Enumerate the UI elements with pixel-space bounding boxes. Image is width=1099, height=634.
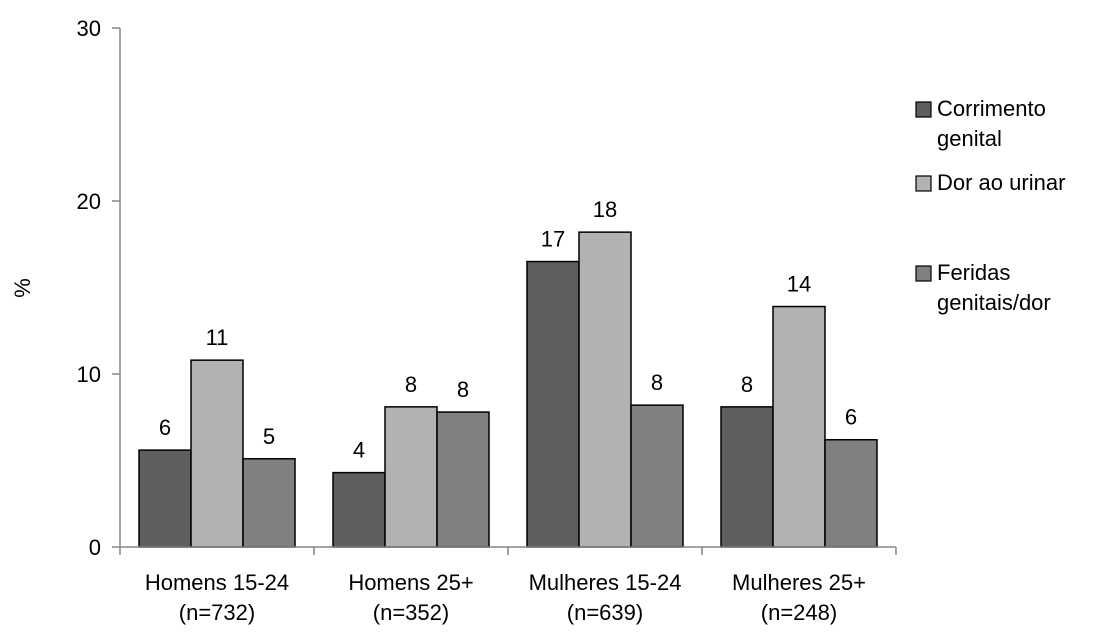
legend: Corrimento genital Dor ao urinar Feridas gen… [915, 96, 1065, 315]
y-tick-label-0: 0 [89, 535, 101, 560]
x-category-label-1-line-1: Homens 15-24 [145, 570, 289, 595]
bar-s3-c4 [824, 438, 878, 548]
legend-label-1-line-1: Corrimento [937, 96, 1046, 121]
data-label-s3-c4: 6 [845, 405, 857, 430]
legend-swatch-1 [915, 101, 932, 118]
bar-s2-c3 [578, 231, 632, 548]
data-label-s3-c2: 8 [457, 377, 469, 402]
data-label-s1-c4: 8 [741, 372, 753, 397]
bar-s3-c2 [436, 411, 490, 548]
data-label-s1-c1: 6 [159, 415, 171, 440]
bar-s3-c1 [242, 458, 296, 548]
data-label-s3-c3: 8 [651, 370, 663, 395]
legend-swatch-3 [915, 265, 932, 282]
x-category-label-4-line-2: (n=248) [761, 600, 837, 625]
x-category-label-3-line-1: Mulheres 15-24 [529, 570, 682, 595]
x-category-label-4-line-1: Mulheres 25+ [732, 570, 866, 595]
legend-label-3-line-1: Feridas [937, 260, 1010, 285]
bar-s2-c4 [772, 305, 826, 548]
x-category-label-3-line-2: (n=639) [567, 600, 643, 625]
y-axis-title: % [10, 278, 35, 298]
legend-label-3: Feridas genitais/dor [937, 260, 1051, 315]
x-category-label-1-line-2: (n=732) [179, 600, 255, 625]
axes: 0 10 20 30% Homens 15-24 (n=732) Homens 25+ (n=… [10, 16, 897, 625]
x-category-label-2-line-2: (n=352) [373, 600, 449, 625]
bar-s3-c3 [630, 404, 684, 548]
legend-label-1: Corrimento genital [937, 96, 1046, 151]
bar-s1-c2 [332, 471, 386, 548]
legend-label-2-line-1: Dor ao urinar [937, 170, 1065, 195]
legend-label-3-line-2: genitais/dor [937, 290, 1051, 315]
data-label-s2-c4: 14 [787, 272, 811, 297]
bar-s1-c1 [138, 449, 192, 548]
y-tick-label-30: 30 [77, 16, 101, 41]
legend-swatch-2 [915, 175, 932, 192]
legend-label-2: Dor ao urinar [937, 170, 1065, 195]
x-category-label-1: Homens 15-24 (n=732) [145, 570, 289, 625]
x-category-label-3: Mulheres 15-24 (n=639) [529, 570, 682, 625]
data-label-s2-c1: 11 [206, 325, 229, 350]
data-label-s1-c2: 4 [353, 438, 365, 463]
x-category-label-4: Mulheres 25+ (n=248) [732, 570, 866, 625]
data-label-s2-c2: 8 [405, 372, 417, 397]
y-tick-label-10: 10 [77, 362, 101, 387]
data-label-s1-c3: 17 [541, 227, 565, 252]
x-category-label-2: Homens 25+ (n=352) [348, 570, 473, 625]
data-label-s2-c3: 18 [593, 197, 617, 222]
plot-area: 6 4 17 8 11 8 18 14 5 8 8 6 [138, 197, 878, 548]
bar-s2-c2 [384, 406, 438, 548]
bar-s1-c4 [720, 406, 774, 548]
x-category-label-2-line-1: Homens 25+ [348, 570, 473, 595]
bar-s2-c1 [190, 359, 244, 548]
y-tick-label-20: 20 [77, 189, 101, 214]
bar-s1-c3 [526, 260, 580, 548]
legend-label-1-line-2: genital [937, 126, 1002, 151]
data-label-s3-c1: 5 [263, 424, 275, 449]
